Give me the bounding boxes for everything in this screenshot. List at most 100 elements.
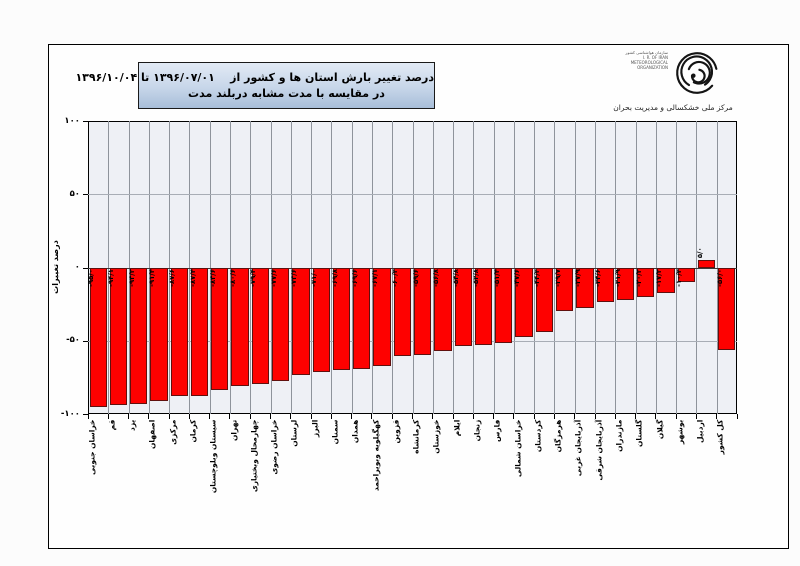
x-axis-tick [391,414,393,419]
y-axis-tick-label: -۵۰ [66,335,80,346]
bar-value-label: -۲۱/۹ [614,269,623,288]
x-axis-tick [594,414,596,419]
x-axis-label: آذربایجان غربی [573,419,583,477]
bar-value-label: -۵۶/۰ [715,269,724,288]
x-axis-tick [310,414,312,419]
bar [211,267,229,390]
chart-title-line1: درصد تغییر بارش استان ها و کشور از ۱۳۹۶/… [75,71,434,84]
x-axis-tick [270,414,272,419]
x-axis-tick [452,414,454,419]
x-axis-label: فارس [492,419,502,443]
x-axis-label: تهران [228,419,238,442]
logo-org-text-line: I. R. OF IRAN [642,55,668,60]
logo-org-text: سازمان هواشناسی کشور I. R. OF IRAN METEO… [604,50,668,70]
y-axis-tick-label: ۱۰۰ [64,115,80,126]
x-axis-label: ایلام [452,419,462,437]
bar-value-label: ۵/۰ [695,247,704,259]
bar [109,267,128,406]
chart-title-box: درصد تغییر بارش استان ها و کشور از ۱۳۹۶/… [75,62,435,109]
x-axis-tick [493,414,495,419]
y-axis-tick [83,121,88,122]
bar-value-label: -۸۰/۶ [228,269,237,288]
bar-value-label: -۱۰/۲ [675,269,684,288]
x-axis-label: آذربایجان شرقی [594,419,604,481]
x-axis-tick [513,414,515,419]
x-axis-tick [249,414,251,419]
x-axis-label: کل کشور [715,419,725,455]
x-axis-tick [472,414,474,419]
x-axis-label: کهگیلویه وبویراحمد [370,419,380,492]
bar [373,267,391,366]
x-axis-label: بوشهر [675,419,685,445]
x-axis-label: گلستان [634,419,644,448]
bar-value-label: -۲۰/۲ [634,269,643,288]
x-axis-label: سمنان [330,419,340,445]
bar [292,267,310,376]
x-axis-tick [533,414,535,419]
bar [353,267,371,370]
x-axis-tick [553,414,555,419]
bar-value-label: -۷۹/۴ [249,269,258,288]
bar-value-label: -۹۳/۲ [127,269,136,288]
bar [596,267,614,303]
x-axis-tick [412,414,413,419]
y-axis-tick-label: ۰ [74,262,80,272]
bar [454,267,472,347]
x-axis-tick [148,414,150,419]
x-axis-tick [675,414,677,419]
x-axis-tick [574,414,576,419]
x-axis-tick [614,414,616,419]
gridline-horizontal [88,340,737,342]
y-axis-tick [83,267,88,269]
bar [434,267,452,351]
x-axis-tick [168,414,170,419]
x-axis-label: کرمان [188,419,198,443]
x-axis-tick [107,414,109,419]
logo-caption: مرکز ملی خشکسالی و مدیریت بحران [613,103,733,112]
bar-value-label: -۸۷/۶ [168,269,177,288]
x-axis-label: هرمزگان [553,419,563,453]
bar-value-label: -۶۹/۶ [350,269,359,288]
bar-value-label: -۴۷/۶ [512,269,521,288]
bar-value-label: -۶۰/۲ [391,269,400,288]
y-axis-tick [83,194,88,196]
bar [657,267,675,293]
bar [170,267,188,396]
bar [535,267,553,333]
bar-value-label: -۲۳/۶ [594,269,603,288]
x-axis-label: اصفهان [147,419,157,450]
bar-value-label: -۹۱/۴ [147,269,156,288]
bar [190,267,209,396]
gridline-horizontal [88,194,737,196]
bar-value-label: -۹۵/۰ [86,269,95,288]
x-axis-label: البرز [310,419,320,438]
bar-value-label: -۷۳/۶ [289,269,298,288]
bar [495,267,513,343]
x-axis-tick [290,414,292,419]
x-axis-label: کرمانشاه [411,419,421,455]
bar [332,267,351,370]
x-axis-label: قزوین [391,419,401,444]
logo-org-text-line: سازمان هواشناسی کشور [625,50,668,55]
x-axis-label: زنجان [472,419,482,442]
org-logo: سازمان هواشناسی کشور I. R. OF IRAN METEO… [598,46,748,118]
y-axis-tick-label: -۱۰۰ [60,408,80,419]
x-axis-label: گیلان [654,419,664,440]
bar [414,267,432,355]
bar [251,267,270,384]
bar-value-label: -۵۲/۸ [472,269,481,288]
bar [515,267,533,338]
x-axis-label: کردستان [533,419,543,453]
x-axis-tick [655,414,657,419]
x-axis-tick [188,414,190,419]
x-axis-label: سیستان وبلوچستان [208,419,218,494]
bar [697,260,716,268]
bar-value-label: -۷۱/۰ [310,269,319,288]
bar-value-label: -۵۱/۴ [492,269,501,288]
bar-value-label: -۴۴/۲ [533,269,542,288]
x-axis-tick [736,414,738,419]
bar-value-label: -۶۹/۸ [330,269,339,288]
bar-value-label: -۲۹/۷ [553,269,562,288]
x-axis-label: قم [107,419,117,431]
